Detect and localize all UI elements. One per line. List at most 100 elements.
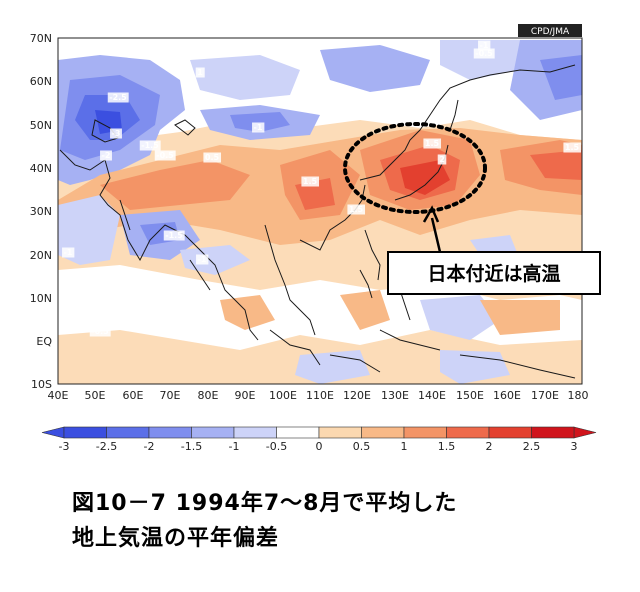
anomaly-shading xyxy=(58,38,582,384)
contour-label: 1.5 xyxy=(303,177,318,186)
colorbar-swatch xyxy=(403,426,447,439)
caption-line-1: 図10－7 1994年7～8月で平均した xyxy=(72,491,458,516)
coastlines xyxy=(59,64,576,379)
lat-label: 30N xyxy=(30,205,52,218)
colorbar-swatch xyxy=(276,426,320,439)
source-badge xyxy=(518,24,582,37)
contour-label: -1 xyxy=(254,123,263,132)
japan-highlight-ellipse xyxy=(343,122,487,214)
contour-label: -1 xyxy=(396,97,405,106)
contour-label: 1 xyxy=(197,68,203,77)
lon-label: 50E xyxy=(85,389,106,402)
contour-label-bg xyxy=(139,140,161,151)
contour-label: 1.5 xyxy=(565,143,580,152)
lat-label: 10S xyxy=(31,378,52,391)
colorbar-arrow-low xyxy=(41,426,65,439)
colorbar-arrow-high xyxy=(573,426,597,439)
contour-label-bg xyxy=(252,122,265,133)
latitude-labels: 70N 60N 50N 40N 30N 20N 10N EQ 10S xyxy=(30,32,53,391)
contour-label: -0.5 xyxy=(156,151,174,160)
colorbar-tick-label: -0.5 xyxy=(266,440,287,453)
contour-label-bg xyxy=(347,204,366,215)
lat-label: 70N xyxy=(30,32,52,45)
callout-arrow xyxy=(430,217,442,253)
lat-label: 50N xyxy=(30,119,52,132)
contour-label-bg xyxy=(107,92,129,103)
anomaly-map: CPD/JMA 70N 60N 50N 40N 30N 20N 10N EQ 1… xyxy=(30,24,601,453)
lon-label: 80E xyxy=(198,389,219,402)
contour-label-bg xyxy=(301,176,320,187)
colorbar-tick-label: 2 xyxy=(486,440,493,453)
lon-label: 90E xyxy=(235,389,256,402)
colorbar-swatch xyxy=(233,426,277,439)
colorbar: -3 -2.5 -2 -1.5 -1 -0.5 0 0.5 1 1.5 2 2.5 3 xyxy=(41,426,597,453)
colorbar-swatch xyxy=(318,426,362,439)
lon-label: 170E xyxy=(531,389,559,402)
colorbar-tick-label: -3 xyxy=(59,440,70,453)
contour-label-bg xyxy=(110,128,122,139)
lon-label: 180 xyxy=(568,389,589,402)
contour-label-bg xyxy=(473,48,495,59)
contour-label: -1.5 xyxy=(165,231,183,240)
lon-label: 160E xyxy=(493,389,521,402)
lon-label: 100E xyxy=(269,389,297,402)
contour-label: -1.5 xyxy=(141,141,159,150)
colorbar-tick-label: -1.5 xyxy=(181,440,202,453)
lon-label: 120E xyxy=(343,389,371,402)
contour-label: -1 xyxy=(198,255,207,264)
contour-label-bg xyxy=(89,326,111,337)
contour-label: 1.5 xyxy=(349,205,364,214)
lon-label: 110E xyxy=(306,389,334,402)
contour-label-bg xyxy=(154,150,176,161)
colorbar-tick-label: 3 xyxy=(571,440,578,453)
contour-label-bg xyxy=(423,138,442,149)
contour-label-bg xyxy=(437,154,447,165)
contour-label-bg xyxy=(394,96,407,107)
colorbar-swatch xyxy=(446,426,490,439)
colorbar-tick-label: 1.5 xyxy=(438,440,456,453)
contour-label-bg xyxy=(195,67,205,78)
contour-label-bg xyxy=(478,40,491,51)
source-badge-text: CPD/JMA xyxy=(531,27,570,37)
contour-label-bg xyxy=(163,230,185,241)
callout-box xyxy=(387,251,601,295)
lon-label: 130E xyxy=(381,389,409,402)
colorbar-tick-label: 2.5 xyxy=(523,440,541,453)
colorbar-tick-label: 1 xyxy=(401,440,408,453)
longitude-labels: 40E 50E 60E 70E 80E 90E 100E 110E 120E 1… xyxy=(48,389,589,402)
contour-labels: -2.5 -3 -2 -1.5 -1 -0.5 -1 0.5 1 1.5 2 1… xyxy=(62,40,582,337)
contour-label: 2 xyxy=(439,155,445,164)
colorbar-tick-label: -2.5 xyxy=(96,440,117,453)
contour-label: -2 xyxy=(102,151,111,160)
lon-label: 60E xyxy=(123,389,144,402)
callout-text: 日本付近は高温 xyxy=(427,262,560,285)
colorbar-swatch xyxy=(361,426,405,439)
contour-label: -0.5 xyxy=(475,49,493,58)
contour-label: -1 xyxy=(480,41,489,50)
colorbar-swatch xyxy=(106,426,150,439)
lat-label: 60N xyxy=(30,75,52,88)
lat-label: 10N xyxy=(30,292,52,305)
contour-label-bg xyxy=(100,150,112,161)
colorbar-tick-label: -1 xyxy=(229,440,240,453)
contour-label: -0.5 xyxy=(91,327,109,336)
contour-label: 1.5 xyxy=(425,139,440,148)
contour-label: -2.5 xyxy=(109,93,127,102)
colorbar-swatch xyxy=(488,426,532,439)
contour-label: -3 xyxy=(112,129,121,138)
colorbar-swatch xyxy=(148,426,192,439)
colorbar-tick-label: 0 xyxy=(316,440,323,453)
lat-label: 20N xyxy=(30,249,52,262)
lon-label: 140E xyxy=(418,389,446,402)
map-frame xyxy=(57,37,583,385)
lon-label: 150E xyxy=(456,389,484,402)
contour-label-bg xyxy=(563,142,582,153)
contour-label: -1 xyxy=(64,248,73,257)
colorbar-swatch xyxy=(63,426,107,439)
lon-label: 40E xyxy=(48,389,69,402)
lat-label: 40N xyxy=(30,162,52,175)
callout-arrowhead xyxy=(422,205,440,223)
lat-label: EQ xyxy=(36,335,52,348)
contour-label-bg xyxy=(203,152,222,163)
lon-label: 70E xyxy=(160,389,181,402)
